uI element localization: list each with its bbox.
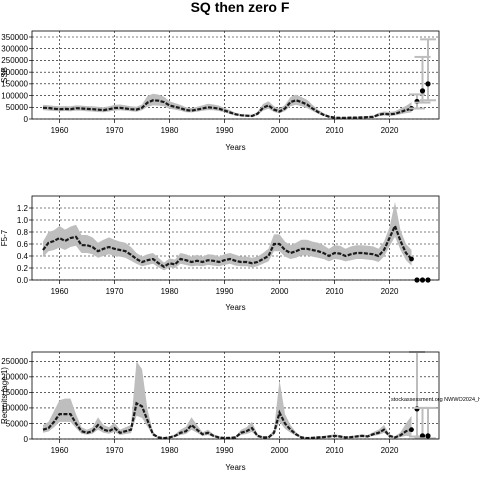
y-tick-label: 0 [24, 115, 29, 124]
x-tick-label: 1960 [51, 287, 69, 296]
y-tick-label: 200000 [1, 373, 28, 382]
x-tick-label: 2010 [326, 446, 344, 455]
y-tick-label: 0.0 [17, 276, 29, 285]
projection-point [419, 433, 426, 439]
plot-frame [31, 351, 440, 440]
plot-frame [31, 30, 440, 120]
projection-point [419, 88, 426, 94]
y-tick-label: 1.2 [17, 204, 29, 213]
x-tick-label: 1980 [161, 287, 179, 296]
x-tick-label: 1970 [106, 126, 124, 135]
figure-title: SQ then zero F [191, 0, 290, 15]
y-tick-label: 0.2 [17, 264, 29, 273]
y-tick-label: 200000 [1, 68, 28, 77]
x-tick-label: 1990 [216, 446, 234, 455]
x-tick-label: 1990 [216, 126, 234, 135]
estimate-line [42, 99, 412, 119]
plot-frame [31, 195, 440, 281]
x-tick-label: 2020 [381, 287, 399, 296]
confidence-band [43, 202, 412, 271]
y-tick-label: 100000 [1, 404, 28, 413]
y-tick-label: 350000 [1, 33, 28, 42]
y-tick-label: 100000 [1, 91, 28, 100]
chart-panel-1: 1960 1970 1980 1990 2000 2010 2020 0 50000 100000… [0, 30, 440, 152]
terminal-point [409, 256, 414, 262]
x-tick-label: 2010 [326, 287, 344, 296]
x-tick-label: 2020 [381, 446, 399, 455]
estimate-line [42, 401, 412, 440]
x-axis-label: Years [225, 303, 245, 312]
x-tick-label: 1970 [106, 287, 124, 296]
projection-point [425, 433, 431, 439]
y-tick-label: 1.0 [17, 216, 29, 225]
y-tick-label: 0.6 [17, 240, 29, 249]
chart-panel-3: 1960 1970 1980 1990 2000 2010 2020 0 50000 100000… [0, 351, 480, 472]
y-axis-label: SSB [0, 67, 9, 83]
x-tick-label: 1980 [161, 126, 179, 135]
y-axis-label: F5-7 [0, 229, 9, 246]
y-tick-label: 0.4 [17, 252, 29, 261]
projection-point [425, 81, 431, 87]
x-axis-label: Years [225, 463, 245, 472]
x-tick-label: 2010 [326, 126, 344, 135]
y-tick-label: 0 [24, 435, 29, 444]
x-tick-label: 1990 [216, 287, 234, 296]
y-tick-label: 0.8 [17, 228, 29, 237]
y-tick-label: 50000 [6, 419, 29, 428]
terminal-point [409, 427, 414, 433]
y-axis-label: Recruits (age 1) [0, 367, 9, 424]
y-tick-label: 250000 [1, 56, 28, 65]
x-tick-label: 2000 [271, 287, 289, 296]
y-tick-label: 300000 [1, 45, 28, 54]
y-tick-label: 250000 [1, 357, 28, 366]
chart-panel-2: 1960 1970 1980 1990 2000 2010 2020 0.0 0.2 0.4 0.6… [0, 195, 440, 312]
y-tick-label: 150000 [1, 388, 28, 397]
panels: 1960 1970 1980 1990 2000 2010 2020 0 50000 100000… [0, 30, 480, 472]
confidence-band [43, 361, 412, 439]
x-tick-label: 1980 [161, 446, 179, 455]
x-axis-label: Years [225, 143, 245, 152]
x-tick-label: 2000 [271, 446, 289, 455]
confidence-band [43, 93, 412, 119]
y-tick-label: 150000 [1, 80, 28, 89]
estimate-line [42, 223, 413, 269]
y-tick-label: 50000 [6, 103, 29, 112]
x-tick-label: 1960 [51, 446, 69, 455]
x-tick-label: 1970 [106, 446, 124, 455]
x-tick-label: 1960 [51, 126, 69, 135]
watermark-label: stockassessment.org NWWO2024_h [391, 397, 480, 403]
x-tick-label: 2000 [271, 126, 289, 135]
x-tick-label: 2020 [381, 126, 399, 135]
